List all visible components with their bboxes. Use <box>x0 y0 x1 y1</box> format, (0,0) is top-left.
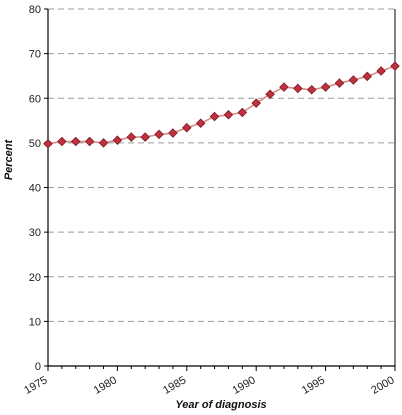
data-point-1984 <box>168 128 178 138</box>
gridlines <box>48 8 395 322</box>
data-point-2000 <box>390 61 400 71</box>
y-tick-label-80: 80 <box>29 4 41 16</box>
data-point-1979 <box>98 138 109 148</box>
y-tick-label-50: 50 <box>29 138 41 150</box>
data-point-1998 <box>362 71 373 82</box>
data-point-1990 <box>251 98 261 108</box>
data-point-1987 <box>209 111 220 122</box>
y-tick-label-10: 10 <box>29 316 41 328</box>
data-point-1997 <box>348 75 359 85</box>
data-point-1985 <box>182 122 192 133</box>
data-point-1986 <box>195 118 206 129</box>
data-point-1994 <box>306 85 317 95</box>
y-tick-label-70: 70 <box>29 49 41 61</box>
data-point-1993 <box>293 83 303 94</box>
data-point-1999 <box>376 66 386 76</box>
data-point-1992 <box>279 82 289 92</box>
y-tick-label-20: 20 <box>29 272 41 284</box>
data-point-1976 <box>57 136 67 147</box>
y-axis-title: Percent <box>3 138 15 180</box>
x-tick-label-1990: 1990 <box>230 374 257 397</box>
axes <box>44 8 396 371</box>
y-tick-label-30: 30 <box>29 227 41 239</box>
x-axis-title: Year of diagnosis <box>175 399 266 411</box>
data-point-1978 <box>84 136 95 147</box>
data-point-1983 <box>154 129 164 140</box>
x-tick-label-1975: 1975 <box>22 374 49 397</box>
x-tick-label-2000: 2000 <box>369 374 396 397</box>
data-point-1988 <box>223 109 234 120</box>
x-tick-label-1995: 1995 <box>300 374 327 397</box>
data-point-1980 <box>112 135 123 145</box>
x-tick-label-1985: 1985 <box>161 374 188 397</box>
series <box>43 61 400 149</box>
tick-labels: 0 10 20 30 40 50 60 70 80 1975 1980 1985 1990 1995 200… <box>22 4 396 397</box>
data-point-1977 <box>70 136 81 147</box>
y-tick-label-60: 60 <box>29 93 41 105</box>
data-point-1996 <box>334 78 345 88</box>
y-tick-label-40: 40 <box>29 183 41 195</box>
data-point-1981 <box>126 132 137 142</box>
y-tick-label-0: 0 <box>35 361 41 373</box>
data-point-1989 <box>237 107 248 118</box>
series-line-0 <box>47 65 396 145</box>
data-point-1975 <box>43 139 53 149</box>
data-point-1995 <box>320 82 331 92</box>
data-point-1982 <box>140 132 150 142</box>
x-tick-label-1980: 1980 <box>92 374 119 397</box>
data-point-1991 <box>265 89 275 99</box>
